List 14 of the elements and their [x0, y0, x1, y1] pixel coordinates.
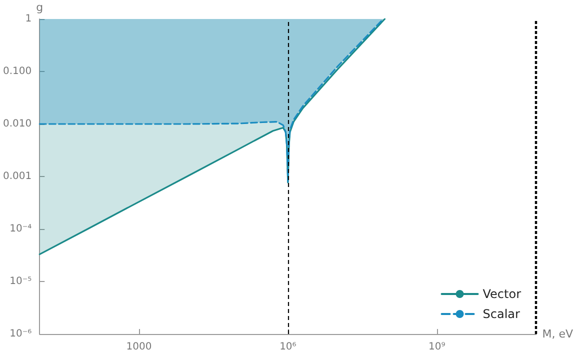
x-tick-label: 10⁹ — [428, 342, 446, 352]
legend-label: Scalar — [482, 307, 520, 321]
y-tick-label: 0.001 — [2, 171, 32, 182]
y-axis-title: g — [36, 1, 44, 14]
y-tick-label: 0.010 — [2, 118, 32, 130]
y-tick-label: 10⁻⁴ — [10, 224, 32, 234]
x-tick-label: 1000 — [126, 342, 152, 352]
x-axis-title: M, eV — [542, 328, 574, 340]
y-tick-label: 1 — [25, 14, 32, 24]
y-tick-label: 0.100 — [2, 66, 32, 77]
legend-label: Vector — [482, 287, 522, 301]
y-tick-label: 10⁻⁶ — [10, 328, 32, 340]
x-tick-label: 10⁶ — [280, 342, 296, 352]
y-tick-label: 10⁻⁵ — [10, 276, 32, 287]
